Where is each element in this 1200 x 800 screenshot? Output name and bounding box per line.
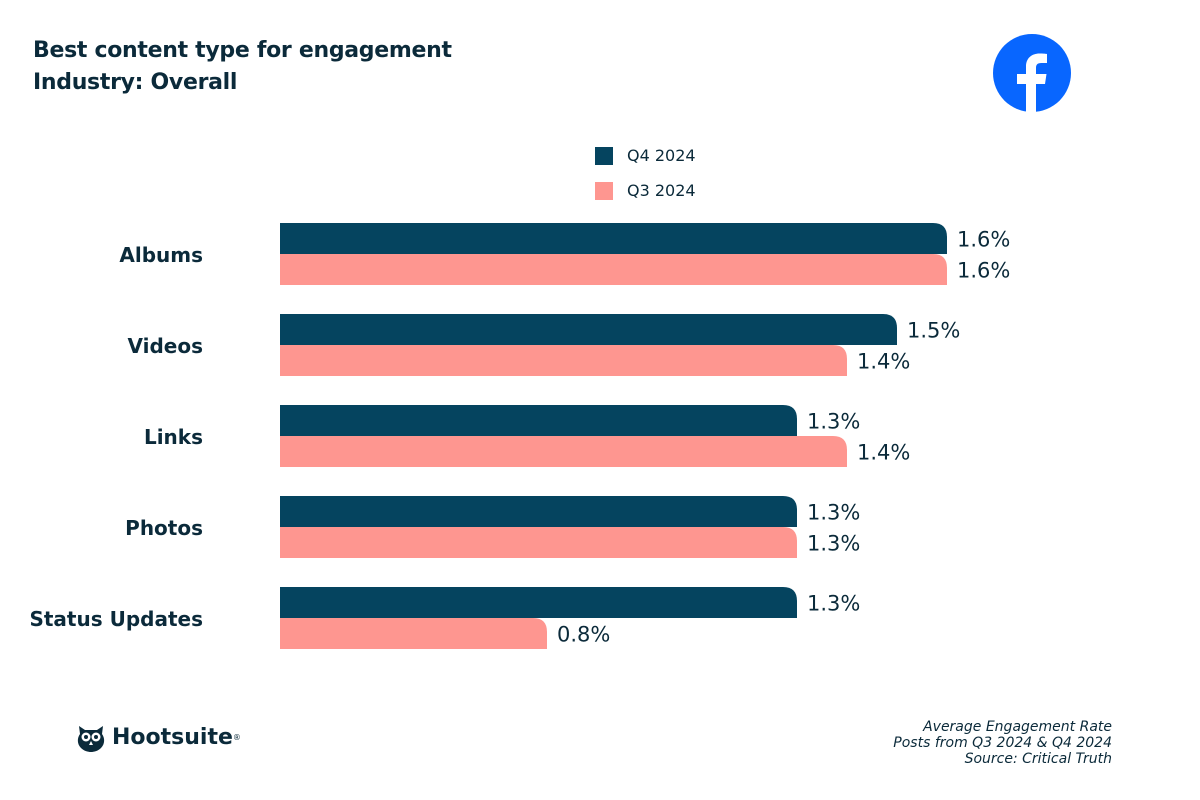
legend-label-q4: Q4 2024 xyxy=(627,146,696,165)
legend-swatch-q3 xyxy=(595,181,613,200)
category-label: Status Updates xyxy=(29,607,203,631)
bar-q4 xyxy=(280,223,947,254)
hootsuite-logo: Hootsuite ® xyxy=(76,722,241,752)
data-label: 1.3% xyxy=(807,592,860,616)
title: Best content type for engagement xyxy=(33,38,452,63)
bar-q4 xyxy=(280,496,797,527)
category-label: Albums xyxy=(119,243,203,267)
category-label: Photos xyxy=(125,516,203,540)
legend: Q4 2024 Q3 2024 xyxy=(595,138,696,208)
facebook-icon xyxy=(993,34,1071,112)
category-label: Videos xyxy=(127,334,203,358)
bar-q3 xyxy=(280,527,797,558)
footnote: Average Engagement Rate Posts from Q3 20… xyxy=(893,719,1112,767)
bar-q3 xyxy=(280,436,847,467)
data-label: 1.4% xyxy=(857,441,910,465)
footnote-line: Average Engagement Rate xyxy=(923,719,1112,735)
bar-q4 xyxy=(280,405,797,436)
footnote-line: Source: Critical Truth xyxy=(964,751,1112,767)
data-label: 0.8% xyxy=(557,623,610,647)
legend-item-q4: Q4 2024 xyxy=(595,138,696,173)
bar-q3 xyxy=(280,254,947,285)
bar-q3 xyxy=(280,618,547,649)
data-label: 1.6% xyxy=(957,259,1010,283)
chart-title: Best content type for engagement Industr… xyxy=(33,35,452,99)
subtitle: Industry: Overall xyxy=(33,70,238,95)
data-label: 1.5% xyxy=(907,319,960,343)
data-label: 1.3% xyxy=(807,501,860,525)
bar-q4 xyxy=(280,314,897,345)
hootsuite-wordmark: Hootsuite xyxy=(112,724,233,750)
owl-icon xyxy=(77,726,105,752)
data-label: 1.6% xyxy=(957,228,1010,252)
bar-q3 xyxy=(280,345,847,376)
legend-swatch-q4 xyxy=(595,146,613,165)
legend-label-q3: Q3 2024 xyxy=(627,181,696,200)
bar-q4 xyxy=(280,587,797,618)
category-label: Links xyxy=(144,425,203,449)
footnote-line: Posts from Q3 2024 & Q4 2024 xyxy=(893,735,1112,751)
data-label: 1.3% xyxy=(807,410,860,434)
data-label: 1.4% xyxy=(857,350,910,374)
legend-item-q3: Q3 2024 xyxy=(595,173,696,208)
data-label: 1.3% xyxy=(807,532,860,556)
